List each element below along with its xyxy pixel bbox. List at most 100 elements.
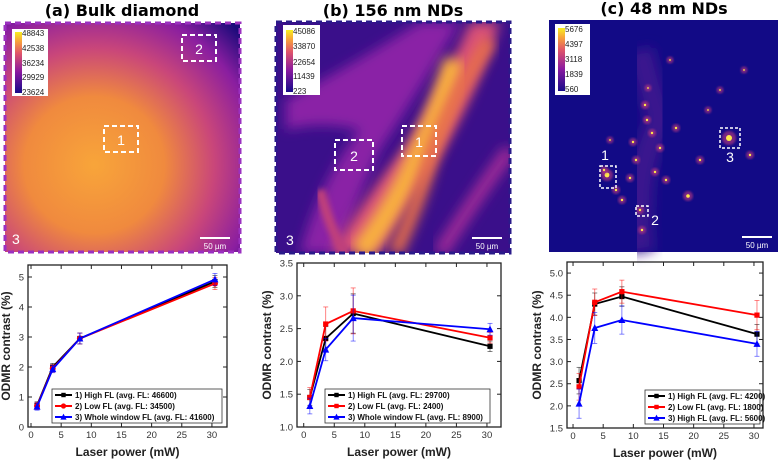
data-point	[60, 403, 67, 409]
data-point	[323, 321, 329, 327]
roi-box	[334, 139, 374, 171]
x-tick-label: 20	[146, 430, 157, 441]
data-point	[654, 393, 659, 399]
legend-entry: 1) High FL (avg. FL: 4200)	[668, 392, 766, 401]
y-tick-label: 2.0	[550, 401, 563, 412]
scale-bar-label: 50 µm	[746, 241, 769, 250]
nanodiamond-spot	[634, 158, 638, 162]
roi-label: 1	[117, 132, 125, 148]
y-tick-label: 1.5	[550, 424, 563, 435]
nanodiamond-spot	[628, 176, 632, 180]
nanodiamond-spot	[726, 135, 732, 141]
plot-frame	[566, 261, 764, 429]
data-point	[619, 289, 625, 295]
y-tick-label: 4	[19, 303, 24, 314]
x-tick-label: 30	[207, 430, 218, 441]
colorbar-label: 5676	[565, 25, 583, 34]
colorbar-label: 33870	[293, 42, 316, 51]
data-point	[591, 324, 599, 331]
series-3	[575, 305, 761, 419]
x-tick-label: 15	[116, 430, 127, 441]
colorbar-label: 36234	[22, 59, 45, 68]
data-point	[486, 325, 494, 333]
nanodiamond-spot	[698, 158, 702, 162]
x-tick-label: 5	[59, 430, 64, 441]
data-point	[307, 394, 313, 401]
roi-box	[181, 34, 217, 62]
nanodiamond-spot	[604, 172, 610, 178]
x-tick-label: 0	[28, 430, 33, 441]
data-point	[349, 314, 357, 322]
y-tick-label: 2.5	[550, 379, 563, 390]
x-tick-label: 30	[482, 430, 493, 441]
series-line	[36, 278, 216, 407]
colorbar-label: 4397	[565, 40, 583, 49]
data-point	[487, 335, 493, 341]
panel-a-title: (a) Bulk diamond	[45, 1, 200, 20]
x-tick-label: 25	[176, 430, 187, 441]
legend-entry: 2) Low FL (avg. FL: 34500)	[75, 402, 175, 411]
x-axis-label: Laser power (mW)	[75, 445, 179, 459]
nanodiamond-spot	[743, 69, 745, 71]
y-tick-label: 0	[19, 423, 24, 434]
nanodiamond-spot	[650, 131, 654, 135]
data-point	[575, 399, 583, 407]
roi-box	[401, 125, 437, 157]
plot-frame	[296, 262, 502, 428]
legend-entry: 3) High FL (avg. FL: 5600)	[668, 414, 766, 423]
odmr-chart-c: 0 5 10 15 20 25 30 1.5 2.0 2.5 3.0 3.5 4.0 4.5 5.0 Lase…	[530, 261, 766, 460]
colorbar-label: 223	[293, 87, 307, 96]
legend-entry: 2) Low FL (avg. FL: 2400)	[348, 402, 444, 411]
data-point	[61, 392, 66, 398]
legend-box	[51, 388, 223, 424]
colorbar: 45086 33870 22654 11439 223	[283, 25, 320, 96]
y-tick-label: 1.5	[280, 390, 293, 401]
y-tick-label: 2	[19, 363, 24, 374]
colorbar: 5676 4397 3118 1839 560	[555, 24, 590, 95]
data-point	[333, 413, 340, 420]
legend-entry: 1) High FL (avg. FL: 46600)	[75, 391, 177, 400]
y-tick-label: 3.0	[550, 357, 563, 368]
roi-label: 3	[286, 232, 294, 248]
nanodiamond-spot	[640, 228, 644, 232]
roi-label: 3	[12, 231, 20, 247]
x-tick-label: 25	[719, 431, 730, 442]
series-2	[576, 279, 760, 401]
y-tick-label: 5.0	[550, 269, 563, 280]
colorbar-label: 42538	[22, 44, 45, 53]
legend-entry: 3) Whole window FL (avg. FL: 41600)	[75, 413, 215, 422]
legend-entry: 1) High FL (avg. FL: 29700)	[348, 391, 450, 400]
data-point	[211, 275, 219, 283]
legend: 1) High FL (avg. FL: 46600) 2) Low FL (av…	[51, 388, 223, 424]
nanodiamond-spot	[707, 109, 709, 111]
data-point	[322, 345, 330, 353]
panel-b-title: (b) 156 nm NDs	[323, 1, 463, 20]
series-line	[578, 290, 758, 387]
nanodiamond-spot	[748, 153, 752, 157]
series-3	[33, 272, 219, 411]
y-tick-label: 1.0	[280, 423, 293, 434]
colorbar: 48843 42538 36234 29929 23624	[12, 29, 48, 97]
scale-bar-label: 50 µm	[476, 242, 499, 251]
data-point	[306, 402, 314, 410]
data-point	[334, 403, 339, 409]
y-tick-label: 3	[19, 333, 24, 344]
legend-box	[324, 388, 491, 424]
x-tick-label: 25	[451, 430, 462, 441]
panel-b-image: 45086 33870 22654 11439 223 1 2 3 50 µm	[274, 20, 512, 255]
odmr-chart-b: 0 5 10 15 20 25 30 1.0 1.5 2.0 2.5 3.0 3.5 Laser powe…	[260, 259, 502, 459]
y-tick-label: 4.0	[550, 313, 563, 324]
x-axis-label: Laser power (mW)	[347, 445, 451, 459]
y-axis-label: ODMR contrast (%)	[260, 290, 274, 399]
y-tick-label: 4.5	[550, 291, 563, 302]
y-tick-label: 3.5	[550, 335, 563, 346]
panel-a-image: 48843 42538 36234 29929 23624 1 2 3 50 µ…	[3, 21, 242, 254]
colorbar-label: 23624	[22, 88, 45, 97]
data-point	[76, 334, 84, 342]
colorbar-label: 3118	[565, 55, 583, 64]
x-tick-label: 0	[301, 430, 306, 441]
data-point	[592, 299, 598, 305]
odmr-chart-a: 0 5 10 15 20 25 30 0 1 2 3 4 5 Laser power (mW) ODMR c…	[0, 264, 228, 459]
x-axis-label: Laser power (mW)	[613, 446, 717, 460]
